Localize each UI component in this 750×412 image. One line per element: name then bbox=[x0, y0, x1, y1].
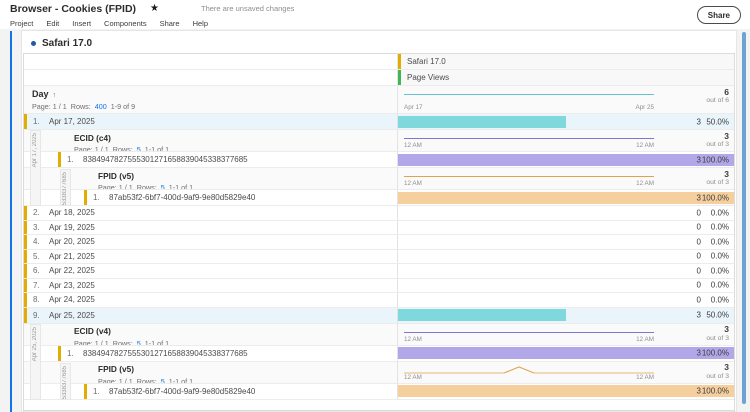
ecid-item-row[interactable]: 1. 8384947827555301271658839045338377685 … bbox=[24, 152, 734, 168]
rotated-id-strip: 8384947827555301271658839045338377685 bbox=[60, 169, 71, 206]
table-row[interactable]: 6. Apr 22, 2025 0 0.0% bbox=[24, 264, 734, 279]
row-label: Apr 20, 2025 bbox=[49, 237, 95, 247]
rows-per-page-link[interactable]: 5 bbox=[160, 183, 165, 189]
sparkline-purple-line bbox=[404, 331, 654, 333]
row-label: Apr 24, 2025 bbox=[49, 295, 95, 305]
rows-per-page-link[interactable]: 400 bbox=[94, 101, 107, 111]
freeform-table: Safari 17.0 Page Views Day ↑ Page: 1 / 1 bbox=[23, 53, 735, 411]
project-title: Browser - Cookies (FPID) bbox=[10, 2, 137, 15]
table-row[interactable]: 5. Apr 21, 2025 0 0.0% bbox=[24, 249, 734, 264]
rows-per-page-link[interactable]: 5 bbox=[136, 145, 141, 151]
vertical-scrollbar[interactable] bbox=[742, 32, 746, 404]
panel-heading-label: Safari 17.0 bbox=[42, 38, 93, 49]
row-label: Apr 19, 2025 bbox=[49, 222, 95, 232]
value-bar bbox=[398, 115, 566, 128]
day-pagination: Page: 1 / 1 Rows: 400 1-9 of 9 bbox=[32, 101, 136, 111]
day-header-row: Day ↑ Page: 1 / 1 Rows: 400 1-9 of 9 Apr … bbox=[24, 86, 734, 114]
fpid-item-row[interactable]: 1. 87ab53f2-6bf7-400d-9af9-9e80d5829e40 3… bbox=[24, 190, 734, 206]
ecid-item-row[interactable]: 1. 8384947827555301271658839045338377685 … bbox=[24, 345, 734, 362]
sparkline-teal-line bbox=[404, 94, 654, 95]
table-row[interactable]: 9. Apr 25, 2025 3 50.0% bbox=[24, 307, 734, 324]
segment-header-cell-wrap: Safari 17.0 bbox=[398, 54, 734, 69]
sparkline-purple-line bbox=[404, 138, 654, 139]
value-bar bbox=[398, 153, 734, 166]
breakdown-section-apr25: Apr 25, 2025 838494782755530127165883904… bbox=[24, 323, 734, 400]
menu-item-project[interactable]: Project bbox=[10, 18, 34, 28]
axis-start-label: Apr 17 bbox=[404, 104, 423, 111]
unsaved-changes-message: There are unsaved changes bbox=[201, 4, 295, 13]
sort-ascending-icon[interactable]: ↑ bbox=[52, 92, 57, 99]
ecid-summary-cell: 12 AM 12 AM 3 out of 3 bbox=[398, 323, 734, 345]
rows-per-page-link[interactable]: 5 bbox=[160, 376, 165, 383]
ecid-value: 8384947827555301271658839045338377685 bbox=[83, 348, 248, 358]
summary-cell: Apr 17 Apr 25 6 out of 6 bbox=[398, 86, 734, 113]
rows-per-page-link[interactable]: 5 bbox=[136, 338, 141, 345]
fpid-value: 87ab53f2-6bf7-400d-9af9-9e80d5829e40 bbox=[109, 386, 256, 396]
metric-header-row: Page Views bbox=[24, 70, 734, 86]
table-row[interactable]: 2. Apr 18, 2025 0 0.0% bbox=[24, 206, 734, 221]
day-header-cell[interactable]: Day ↑ Page: 1 / 1 Rows: 400 1-9 of 9 bbox=[24, 86, 398, 113]
menubar: Project Edit Insert Components Share Hel… bbox=[0, 17, 750, 29]
panel-selection-accent bbox=[10, 31, 12, 412]
menu-item-components[interactable]: Components bbox=[104, 18, 147, 28]
table-row[interactable]: 7. Apr 23, 2025 0 0.0% bbox=[24, 278, 734, 293]
segment-header-row: Safari 17.0 bbox=[24, 54, 734, 70]
row-label: Apr 22, 2025 bbox=[49, 266, 95, 276]
row-label: Apr 25, 2025 bbox=[49, 310, 95, 320]
value-bar bbox=[398, 191, 734, 204]
menu-item-insert[interactable]: Insert bbox=[72, 18, 92, 28]
row-label: Apr 23, 2025 bbox=[49, 280, 95, 290]
axis-end-label: Apr 25 bbox=[635, 104, 654, 111]
rotated-id-strip: 8384947827555301271658839045338377685 bbox=[60, 362, 71, 400]
breakdown-section-apr17: Apr 17, 2025 838494782755530127165883904… bbox=[24, 130, 734, 206]
fpid-value: 87ab53f2-6bf7-400d-9af9-9e80d5829e40 bbox=[109, 193, 256, 202]
table-row[interactable]: 4. Apr 20, 2025 0 0.0% bbox=[24, 235, 734, 250]
ecid-header-row: ECID (c4) Page: 1 / 1 Rows: 5 1-1 of 1 bbox=[24, 130, 734, 152]
value-bar bbox=[398, 347, 734, 359]
menu-item-help[interactable]: Help bbox=[192, 18, 209, 28]
menu-item-edit[interactable]: Edit bbox=[46, 18, 60, 28]
fpid-sparkline-peak: 12 AM 12 AM bbox=[404, 365, 654, 381]
fpid-summary-cell: 12 AM 12 AM 3 out of 3 bbox=[398, 168, 734, 189]
fpid-header-cell[interactable]: FPID (v5) Page: 1 / 1 Rows: 5 1-1 of 1 bbox=[24, 361, 398, 383]
segment-header-cell[interactable]: Safari 17.0 bbox=[398, 54, 734, 69]
fpid-header-row: FPID (v5) Page: 1 / 1 Rows: 5 1-1 of 1 bbox=[24, 168, 734, 190]
rotated-date-strip: Apr 17, 2025 bbox=[30, 130, 41, 206]
titlebar: Browser - Cookies (FPID) ★ There are uns… bbox=[0, 0, 750, 17]
summary-sparkline: Apr 17 Apr 25 bbox=[404, 89, 654, 111]
table-row[interactable]: 1. Apr 17, 2025 3 50.0% bbox=[24, 114, 734, 130]
rotated-date-strip: Apr 25, 2025 bbox=[30, 323, 41, 400]
table-row[interactable]: 3. Apr 19, 2025 0 0.0% bbox=[24, 220, 734, 235]
metric-header-spacer bbox=[24, 70, 398, 85]
fpid-header-row: FPID (v5) Page: 1 / 1 Rows: 5 1-1 of 1 bbox=[24, 361, 734, 384]
fpid-summary-cell: 12 AM 12 AM 3 out of 3 bbox=[398, 361, 734, 383]
ecid-header-row: ECID (v4) Page: 1 / 1 Rows: 5 1-1 of 1 bbox=[24, 323, 734, 346]
segment-color-dot-icon bbox=[31, 41, 36, 46]
ecid-summary-cell: 12 AM 12 AM 3 out of 3 bbox=[398, 130, 734, 151]
ecid-header-cell[interactable]: ECID (v4) Page: 1 / 1 Rows: 5 1-1 of 1 bbox=[24, 323, 398, 345]
table-row[interactable]: 8. Apr 24, 2025 0 0.0% bbox=[24, 293, 734, 308]
summary-total: 6 out of 6 bbox=[706, 86, 729, 105]
value-bar bbox=[398, 309, 566, 321]
share-button[interactable]: Share bbox=[696, 6, 741, 24]
fpid-header-cell[interactable]: FPID (v5) Page: 1 / 1 Rows: 5 1-1 of 1 bbox=[24, 168, 398, 189]
panel-heading: Safari 17.0 bbox=[31, 38, 92, 49]
fpid-item-row[interactable]: 1. 87ab53f2-6bf7-400d-9af9-9e80d5829e40 3… bbox=[24, 383, 734, 400]
sparkline-orange-line bbox=[404, 176, 654, 177]
ecid-value: 8384947827555301271658839045338377685 bbox=[83, 155, 248, 164]
panel: Safari 17.0 Safari 17.0 Page Views bbox=[21, 30, 737, 412]
favorite-star-icon[interactable]: ★ bbox=[150, 3, 159, 14]
day-header-title: Day ↑ bbox=[32, 89, 57, 99]
row-label: Apr 17, 2025 bbox=[49, 117, 95, 126]
metric-header-cell[interactable]: Page Views bbox=[398, 70, 734, 85]
metric-header-cell-wrap: Page Views bbox=[398, 70, 734, 85]
value-bar bbox=[398, 385, 734, 397]
segment-header-spacer bbox=[24, 54, 398, 69]
row-label: Apr 21, 2025 bbox=[49, 251, 95, 261]
ecid-header-cell[interactable]: ECID (c4) Page: 1 / 1 Rows: 5 1-1 of 1 bbox=[24, 130, 398, 151]
row-label: Apr 18, 2025 bbox=[49, 208, 95, 218]
menu-item-share[interactable]: Share bbox=[159, 18, 180, 28]
workspace-content: Safari 17.0 Safari 17.0 Page Views bbox=[0, 29, 750, 412]
